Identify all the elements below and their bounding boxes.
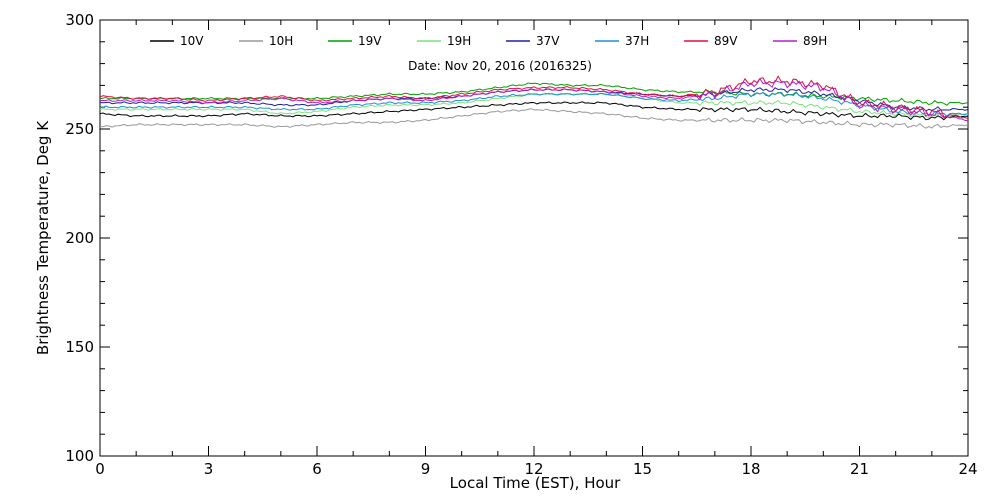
y-axis-title: Brightness Temperature, Deg K <box>34 120 52 355</box>
series-line-19v <box>99 82 969 106</box>
y-tick-label: 200 <box>65 229 94 247</box>
legend-label-89v: 89V <box>714 34 738 48</box>
series-line-37h <box>99 91 969 117</box>
series-line-89h <box>99 77 969 122</box>
x-tick-label: 0 <box>95 460 105 478</box>
y-tick-label: 250 <box>65 120 94 138</box>
series-line-10v <box>99 101 968 121</box>
x-tick-label: 24 <box>958 460 977 478</box>
x-axis-title: Local Time (EST), Hour <box>450 474 621 492</box>
y-tick-label: 300 <box>65 11 94 29</box>
x-tick-label: 15 <box>633 460 652 478</box>
legend-label-37h: 37H <box>625 34 649 48</box>
legend-label-19h: 19H <box>447 34 471 48</box>
x-tick-label: 9 <box>421 460 431 478</box>
x-tick-label: 12 <box>524 460 543 478</box>
legend: 10V 10H 19V 19H 37V 37H 89V 89H <box>150 34 827 48</box>
series-line-89v <box>99 75 969 120</box>
legend-label-19v: 19V <box>358 34 382 48</box>
legend-label-10h: 10H <box>269 34 293 48</box>
legend-label-89h: 89H <box>803 34 827 48</box>
y-tick-label: 100 <box>65 447 94 465</box>
x-tick-label: 21 <box>850 460 869 478</box>
date-annotation: Date: Nov 20, 2016 (2016325) <box>408 59 592 73</box>
series-line-10h <box>99 108 969 129</box>
legend-label-10v: 10V <box>180 34 204 48</box>
y-tick-label: 150 <box>65 338 94 356</box>
axis-ticks: 0 3 6 9 12 15 18 21 24 100 150 200 250 300 <box>65 11 977 478</box>
series-line-19h <box>99 92 969 119</box>
x-tick-label: 3 <box>204 460 214 478</box>
legend-label-37v: 37V <box>536 34 560 48</box>
x-tick-label: 6 <box>312 460 322 478</box>
series-lines <box>99 75 969 129</box>
x-tick-label: 18 <box>741 460 760 478</box>
